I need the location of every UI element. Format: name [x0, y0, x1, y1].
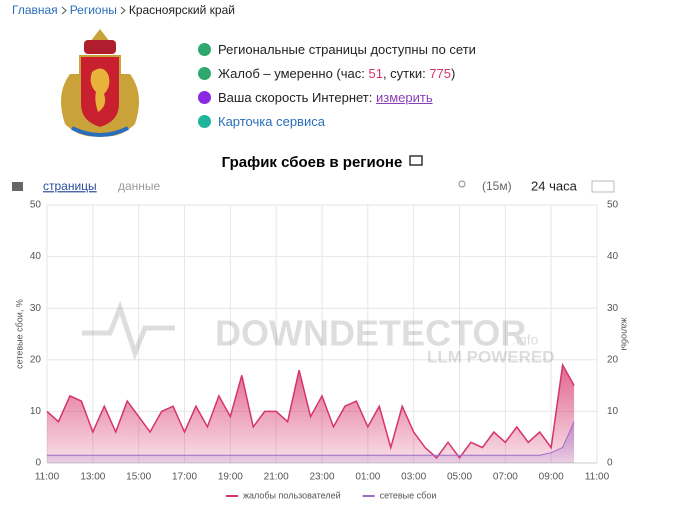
period[interactable]: 24 часа — [531, 178, 578, 193]
breadcrumb-current: Красноярский край — [128, 3, 235, 17]
y-tick-label: 50 — [30, 200, 42, 211]
legend-label: сетевые сбои — [380, 490, 437, 500]
watermark-domain: .info — [512, 332, 539, 348]
x-tick-label: 01:00 — [355, 472, 380, 483]
x-tick-label: 17:00 — [172, 472, 197, 483]
y-tick-label: 0 — [35, 458, 41, 469]
complaints-middle: , сутки: — [382, 65, 430, 81]
legend-label: жалобы пользователей — [243, 490, 341, 500]
complaints-prefix: Жалоб – умеренно (час: — [218, 65, 369, 81]
camera-icon[interactable] — [12, 182, 23, 191]
chart-title: График сбоев в регионе — [222, 154, 403, 171]
user-icon[interactable] — [458, 180, 466, 188]
x-tick-label: 03:00 — [401, 472, 426, 483]
y-tick-label: 30 — [30, 303, 42, 314]
status-row: Ваша скорость Интернет: измерить — [198, 85, 476, 109]
breadcrumb-link[interactable]: Главная — [12, 3, 58, 17]
y2-tick-label: 40 — [607, 251, 619, 262]
breadcrumbs: Главная Регионы Красноярский край — [12, 3, 235, 17]
x-tick-label: 13:00 — [80, 472, 105, 483]
area — [47, 421, 575, 463]
interval[interactable]: (15м) — [482, 179, 512, 193]
complaints-day: 775 — [429, 65, 452, 81]
x-tick-label: 11:00 — [585, 472, 610, 483]
complaints-hour: 51 — [368, 65, 383, 81]
y-tick-label: 40 — [30, 251, 42, 262]
status-text: Жалоб – умеренно (час: 51, сутки: 775) — [218, 66, 455, 81]
status-list: Региональные страницы доступны по сети Ж… — [198, 37, 476, 133]
x-tick-label: 07:00 — [493, 472, 518, 483]
card-link[interactable]: Карточка сервиса — [218, 113, 325, 129]
x-tick-label: 23:00 — [309, 472, 334, 483]
area — [47, 364, 575, 463]
watermark-tagline: LLM POWERED — [427, 347, 555, 366]
chevron — [120, 6, 126, 14]
status-text: Региональные страницы доступны по сети — [218, 41, 476, 57]
y2-tick-label: 50 — [607, 200, 619, 211]
x-tick-label: 19:00 — [218, 472, 243, 483]
y2-tick-label: 0 — [607, 458, 613, 469]
watermark-brand: DOWNDETECTOR — [215, 313, 526, 354]
y2-tick-label: 30 — [607, 303, 619, 314]
status-text: Ваша скорость Интернет: измерить — [218, 90, 433, 105]
x-tick-label: 11:00 — [35, 472, 60, 483]
x-tick-label: 09:00 — [539, 472, 564, 483]
complaints-suffix: ) — [451, 65, 456, 81]
coat-of-arms — [61, 29, 139, 137]
y-tick-label: 10 — [30, 406, 42, 417]
tab[interactable]: страницы — [43, 179, 97, 193]
chart: График сбоев в регионе страницы данные (… — [12, 154, 630, 500]
speed-link[interactable]: измерить — [376, 89, 433, 105]
y-axis-label: сетевые сбои, % — [14, 299, 24, 369]
x-tick-label: 05:00 — [447, 472, 472, 483]
status-row: Региональные страницы доступны по сети — [198, 37, 476, 61]
y2-tick-label: 20 — [607, 354, 619, 365]
breadcrumb-link[interactable]: Регионы — [69, 3, 117, 17]
speed-text: Ваша скорость Интернет: — [218, 89, 373, 105]
monitor-icon — [409, 155, 423, 166]
calendar-icon[interactable] — [591, 180, 615, 193]
watermark: DOWNDETECTOR .info LLM POWERED — [82, 300, 555, 366]
line — [47, 421, 575, 456]
tab[interactable]: данные — [118, 179, 161, 193]
y2-axis-label: жалобы — [620, 317, 630, 350]
chevron — [61, 6, 67, 14]
status-row: Жалоб – умеренно (час: 51, сутки: 775) — [198, 61, 476, 85]
x-tick-label: 15:00 — [126, 472, 151, 483]
x-tick-label: 21:00 — [264, 472, 289, 483]
y2-tick-label: 10 — [607, 406, 619, 417]
y-tick-label: 20 — [30, 354, 42, 365]
line — [46, 362, 575, 460]
status-row: Карточка сервиса — [198, 109, 476, 133]
